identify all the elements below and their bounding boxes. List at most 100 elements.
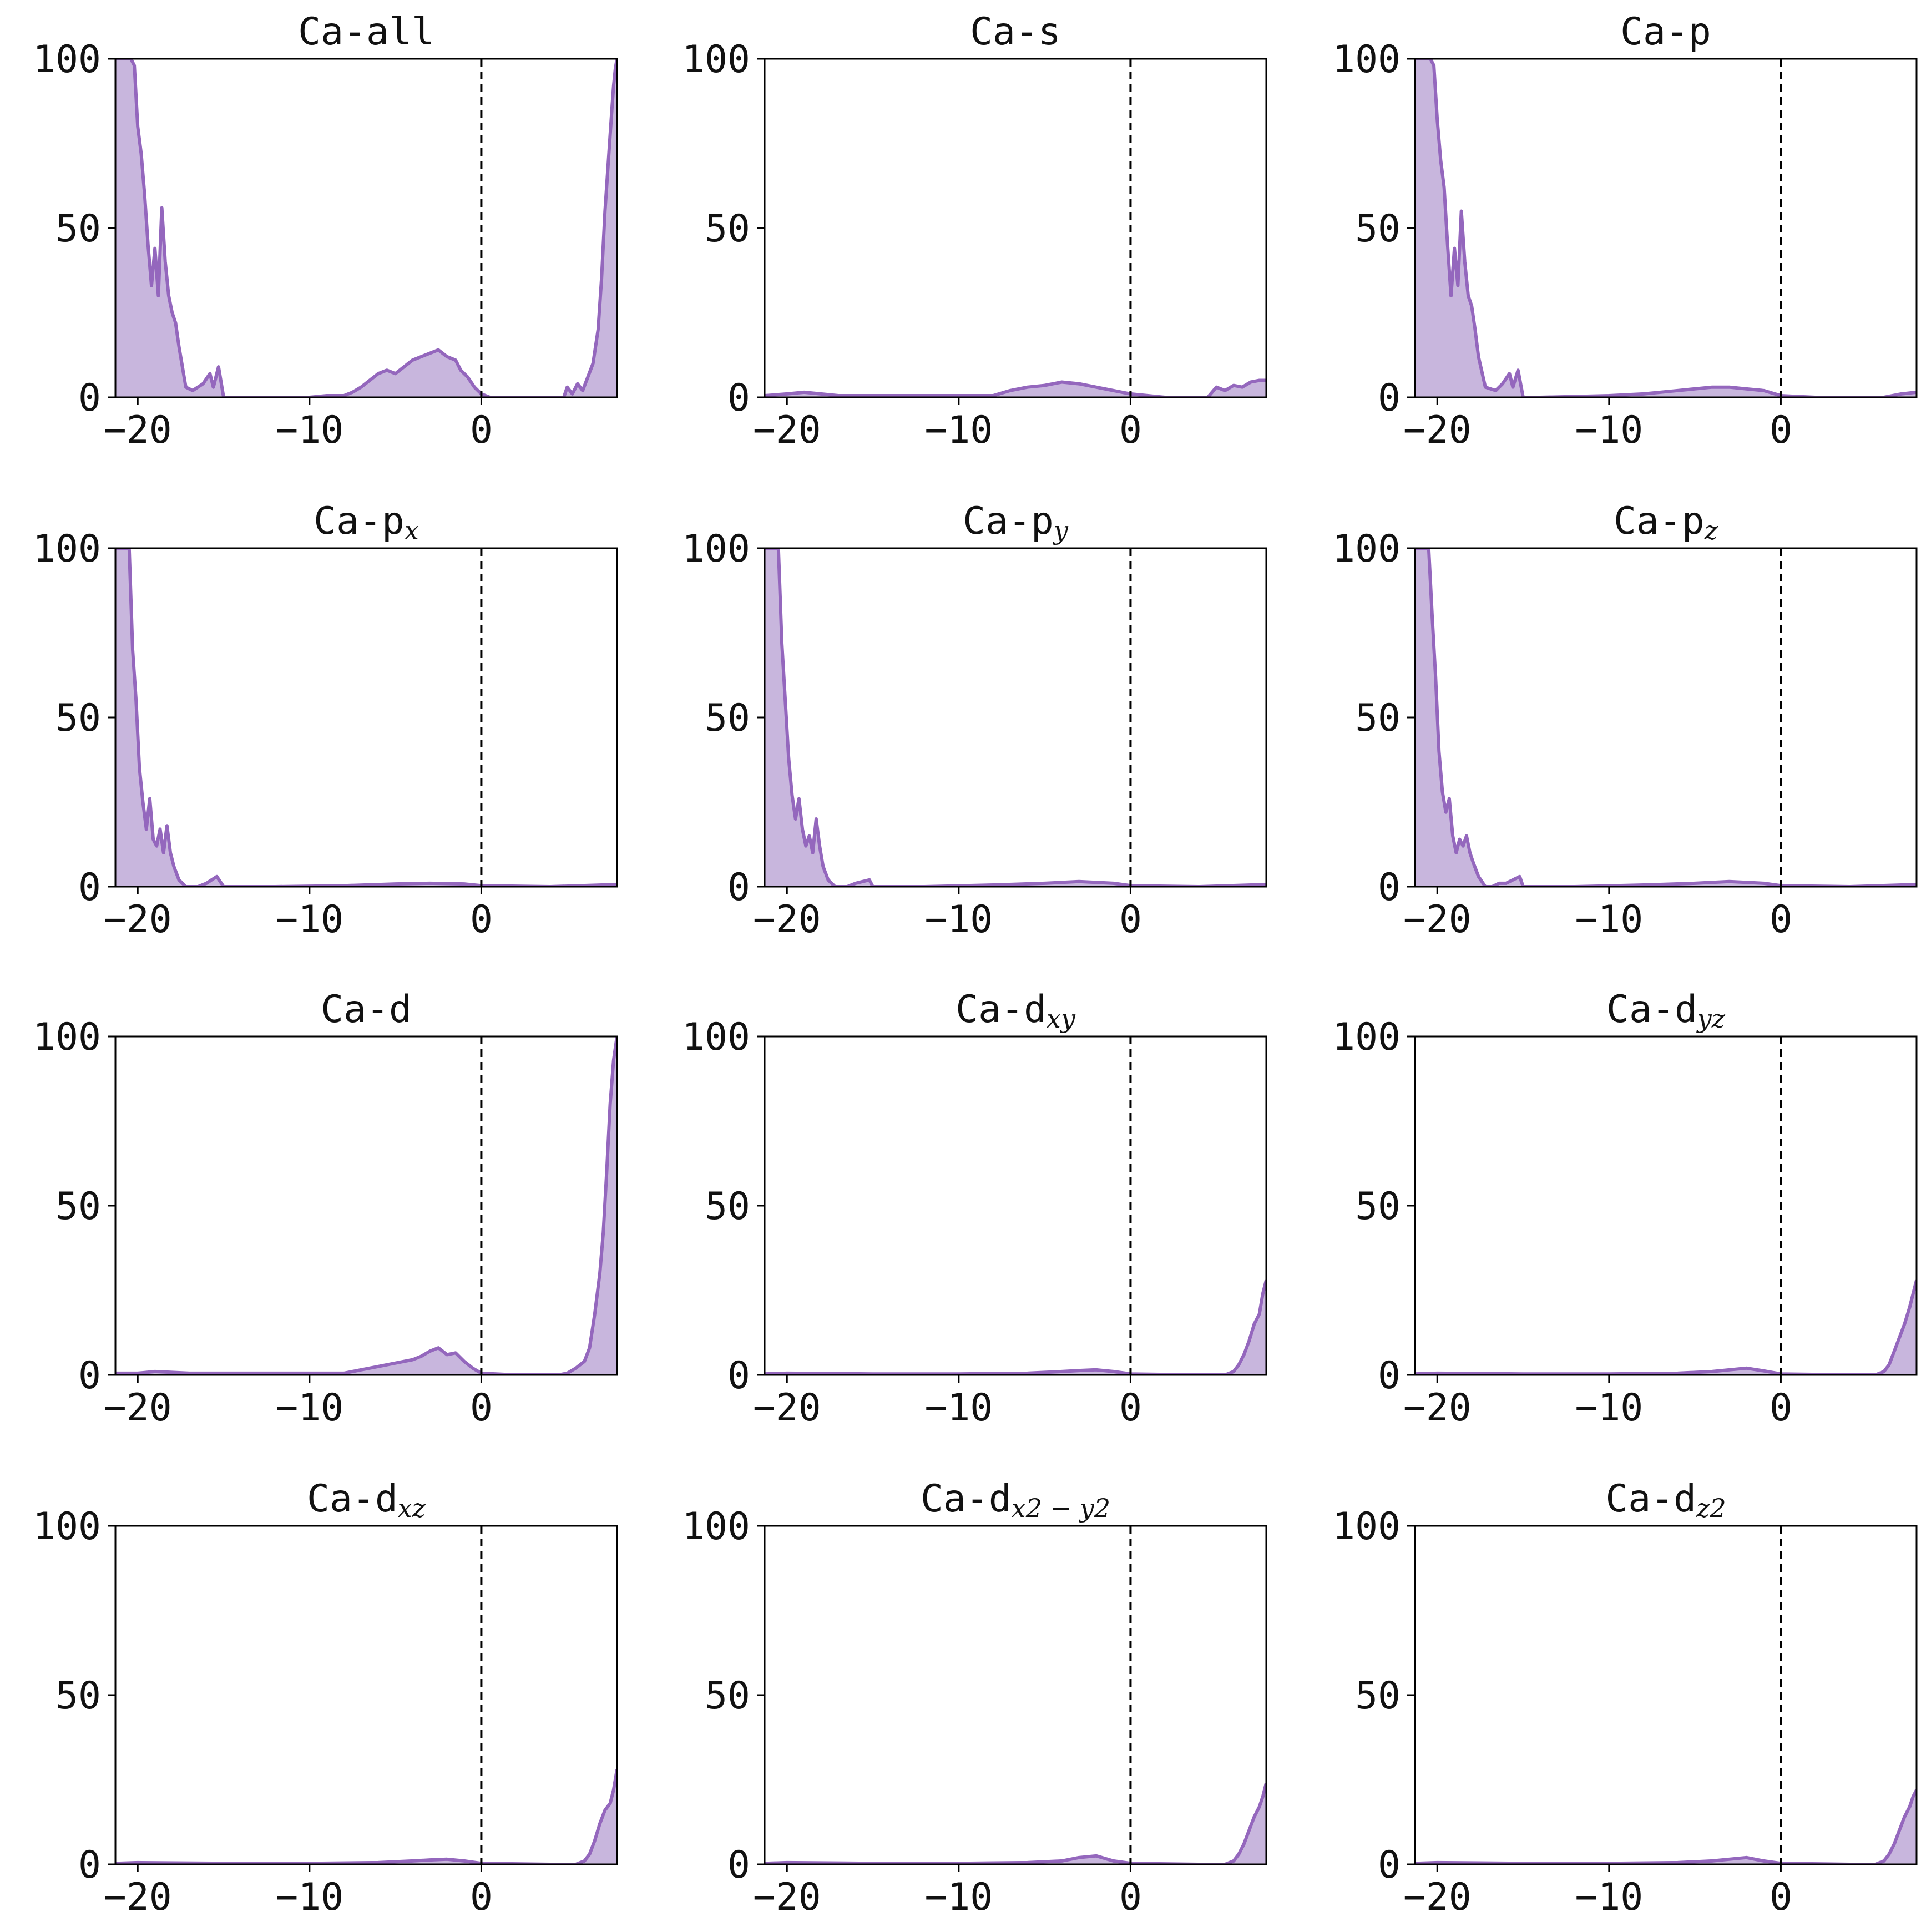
dos-area [115,1769,617,1864]
y-tick-label: 100 [682,38,750,82]
y-tick-label: 100 [1332,1015,1401,1059]
dos-line [1415,1279,1917,1375]
x-tick-label: −20 [104,1386,172,1430]
x-tick-label: −20 [104,408,172,452]
x-tick-label: −10 [924,1875,993,1919]
y-tick-label: 50 [705,1185,750,1228]
y-tick-label: 0 [78,1354,101,1398]
dos-line [115,59,617,397]
y-tick-label: 100 [1332,1505,1401,1549]
subplot-title: Ca-p [1620,10,1711,54]
x-tick-label: −10 [275,1386,343,1430]
dos-area [1415,59,1917,397]
y-tick-label: 100 [33,38,101,82]
subplot-12: −20 −10 0 0 50 100 Ca-dz2 [1332,1477,1918,1919]
y-tick-label: 0 [727,866,750,909]
dos-line [765,378,1266,397]
x-tick-label: −10 [1575,1875,1643,1919]
subplot-2: −20 −10 0 0 50 100 Ca-s [682,10,1267,452]
y-tick-label: 100 [682,1015,750,1059]
x-tick-label: −20 [1403,408,1472,452]
subplot-9: −20 −10 0 0 50 100 Ca-dyz [1332,988,1918,1430]
dos-area [115,1036,617,1375]
x-tick-label: −20 [1403,898,1472,942]
axes-frame [1414,1035,1918,1376]
subplot-title: Ca-d [321,988,412,1031]
dos-area [1415,1789,1917,1864]
subplot-title: Ca-py [963,499,1069,545]
y-tick-label: 0 [727,376,750,420]
x-tick-label: −10 [924,898,993,942]
axes-frame [764,1525,1267,1865]
x-tick-label: −10 [924,1386,993,1430]
axes-frame [114,547,618,888]
y-tick-label: 100 [1332,527,1401,571]
axes-frame [114,1525,618,1865]
subplot-title: Ca-px [314,499,419,545]
subplot-8: −20 −10 0 0 50 100 Ca-dxy [682,988,1267,1430]
subplot-7: −20 −10 0 0 50 100 Ca-d [33,988,618,1430]
y-tick-label: 100 [682,1505,750,1549]
x-tick-label: 0 [470,1386,493,1430]
y-tick-label: 100 [33,1015,101,1059]
subplot-title: Ca-dxz [307,1477,426,1523]
subplot-title: Ca-dz2 [1605,1477,1726,1523]
x-tick-label: −10 [1575,898,1643,942]
axes-frame [1414,547,1918,888]
y-tick-label: 0 [1378,1354,1401,1398]
dos-area [765,548,1266,887]
dos-area [765,1783,1266,1864]
dos-area [765,380,1266,397]
axes-frame [764,1035,1267,1376]
x-tick-label: −20 [104,898,172,942]
x-tick-label: 0 [470,898,493,942]
subplot-title: Ca-s [970,10,1061,54]
x-tick-label: −20 [1403,1875,1472,1919]
dos-line [765,548,1266,887]
y-tick-label: 0 [78,376,101,420]
y-tick-label: 50 [705,1674,750,1718]
y-tick-label: 50 [1355,1674,1401,1718]
axes-frame [114,1035,618,1376]
dos-line [1415,59,1917,397]
x-tick-label: 0 [1770,1875,1792,1919]
axes-frame [1414,1525,1918,1865]
y-tick-label: 50 [1355,1185,1401,1228]
subplot-1: −20 −10 0 0 50 100 Ca-all [33,10,618,452]
subplot-5: −20 −10 0 0 50 100 Ca-py [682,499,1267,942]
subplot-title: Ca-dx2 − y2 [921,1477,1110,1523]
subplot-11: −20 −10 0 0 50 100 Ca-dx2 − y2 [682,1477,1267,1919]
dos-line [115,1769,617,1864]
subplot-3: −20 −10 0 0 50 100 Ca-p [1332,10,1918,452]
x-tick-label: 0 [470,1875,493,1919]
y-tick-label: 50 [705,696,750,740]
y-tick-label: 0 [1378,376,1401,420]
y-tick-label: 50 [55,696,101,740]
x-tick-label: 0 [1119,898,1142,942]
y-tick-label: 0 [727,1354,750,1398]
y-tick-label: 50 [1355,207,1401,251]
axes-frame [1414,58,1918,398]
x-tick-label: −20 [753,408,821,452]
y-tick-label: 0 [1378,866,1401,909]
x-tick-label: −20 [753,1386,821,1430]
x-tick-label: −20 [1403,1386,1472,1430]
y-tick-label: 0 [727,1843,750,1887]
x-tick-label: 0 [1770,408,1792,452]
x-tick-label: −20 [104,1875,172,1919]
dos-area [1415,1280,1917,1375]
x-tick-label: −10 [924,408,993,452]
x-tick-label: −10 [275,408,343,452]
y-tick-label: 50 [1355,696,1401,740]
x-tick-label: 0 [1119,1875,1142,1919]
dos-area [115,59,617,397]
y-tick-label: 100 [33,527,101,571]
y-tick-label: 100 [33,1505,101,1549]
subplot-6: −20 −10 0 0 50 100 Ca-pz [1332,499,1918,942]
dos-area [765,1280,1266,1375]
x-tick-label: −10 [1575,1386,1643,1430]
subplot-title: Ca-pz [1614,499,1718,545]
x-tick-label: 0 [470,408,493,452]
y-tick-label: 50 [55,207,101,251]
